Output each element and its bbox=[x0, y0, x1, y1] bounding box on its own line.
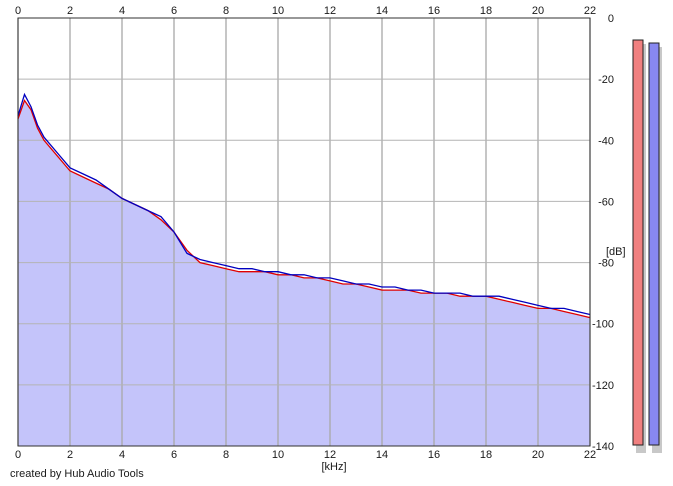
x-tick-label-top: 16 bbox=[428, 5, 440, 17]
x-tick-label-top: 0 bbox=[15, 5, 21, 17]
y-axis-label: [dB] bbox=[606, 246, 626, 258]
x-tick-label-bottom: 6 bbox=[171, 449, 177, 461]
x-tick-label-top: 2 bbox=[67, 5, 73, 17]
x-tick-labels-top: 0 2 4 6 8 10 12 14 16 18 20 22 bbox=[15, 5, 596, 17]
credit-text: created by Hub Audio Tools bbox=[10, 468, 144, 480]
series-line-1 bbox=[17, 92, 591, 316]
series-layer bbox=[17, 92, 591, 319]
x-tick-label-top: 8 bbox=[223, 5, 229, 17]
x-tick-label-bottom: 10 bbox=[272, 449, 284, 461]
level-meters bbox=[632, 39, 662, 453]
x-tick-labels-bottom: 0 2 4 6 8 10 12 14 16 18 20 22 bbox=[15, 449, 596, 461]
y-tick-label: -40 bbox=[598, 135, 614, 147]
level-meter-bar bbox=[632, 39, 644, 446]
x-tick-label-top: 22 bbox=[584, 5, 596, 17]
y-tick-label: -20 bbox=[598, 74, 614, 86]
x-tick-label-bottom: 8 bbox=[223, 449, 229, 461]
x-tick-label-bottom: 20 bbox=[532, 449, 544, 461]
x-tick-label-top: 10 bbox=[272, 5, 284, 17]
y-tick-label: -60 bbox=[598, 196, 614, 208]
y-tick-label: -100 bbox=[592, 319, 614, 331]
x-tick-label-bottom: 12 bbox=[324, 449, 336, 461]
x-tick-label-top: 4 bbox=[119, 5, 125, 17]
x-tick-label-bottom: 2 bbox=[67, 449, 73, 461]
x-tick-label-top: 12 bbox=[324, 5, 336, 17]
x-tick-label-bottom: 0 bbox=[15, 449, 21, 461]
x-axis-label: [kHz] bbox=[321, 461, 346, 473]
y-tick-label: 0 bbox=[608, 13, 614, 25]
x-tick-label-bottom: 16 bbox=[428, 449, 440, 461]
y-tick-label: -140 bbox=[592, 441, 614, 453]
x-tick-label-bottom: 14 bbox=[376, 449, 388, 461]
y-tick-label: -120 bbox=[592, 380, 614, 392]
x-tick-label-bottom: 4 bbox=[119, 449, 125, 461]
x-tick-label-top: 20 bbox=[532, 5, 544, 17]
plot-frame bbox=[17, 17, 591, 447]
y-tick-labels: 0 -20 -40 -60 -80 -100 -120 -140 bbox=[592, 13, 614, 453]
x-tick-label-bottom: 22 bbox=[584, 449, 596, 461]
level-meter-bar bbox=[648, 42, 660, 446]
x-tick-label-top: 6 bbox=[171, 5, 177, 17]
plot-border bbox=[17, 17, 591, 447]
plot-area bbox=[18, 18, 590, 446]
spectrum-area-fill bbox=[18, 100, 590, 446]
y-tick-label: -80 bbox=[598, 258, 614, 270]
x-tick-label-top: 14 bbox=[376, 5, 388, 17]
x-tick-label-top: 18 bbox=[480, 5, 492, 17]
x-tick-label-bottom: 18 bbox=[480, 449, 492, 461]
